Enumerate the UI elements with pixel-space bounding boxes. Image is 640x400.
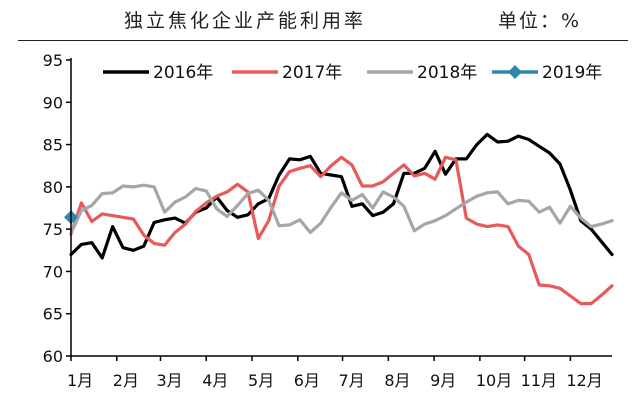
legend-label: 2016年: [153, 63, 213, 83]
chart-title: 独立焦化企业产能利用率: [124, 10, 367, 32]
legend-label: 2017年: [282, 63, 342, 83]
header-divider: [18, 40, 628, 41]
legend-label: 2018年: [417, 63, 477, 83]
x-tick-label: 11月: [521, 371, 557, 390]
legend-item: 2017年: [232, 63, 342, 83]
series-line: [69, 155, 614, 306]
series-line: [69, 183, 614, 235]
series-2018年: [69, 183, 614, 235]
y-tick-label: 95: [43, 51, 63, 70]
x-tick-label: 6月: [294, 371, 320, 390]
legend-item: 2018年: [367, 63, 477, 83]
x-tick-label: 7月: [339, 371, 365, 390]
legend: 2016年 2017年 2018年 2019年: [103, 63, 602, 83]
y-tick-label: 70: [43, 262, 63, 281]
x-tick-label: 5月: [248, 371, 274, 390]
x-tick-label: 10月: [476, 371, 512, 390]
y-tick-label: 80: [43, 178, 63, 197]
x-tick-label: 9月: [430, 371, 456, 390]
x-tick-label: 2月: [113, 371, 139, 390]
y-tick-label: 90: [43, 93, 63, 112]
unit-label: 单位：%: [498, 10, 582, 32]
y-tick-label: 85: [43, 136, 63, 155]
y-tick-label: 75: [43, 220, 63, 239]
x-tick-label: 8月: [384, 371, 410, 390]
x-tick-label: 4月: [202, 371, 228, 390]
x-tick-label: 3月: [156, 371, 182, 390]
x-tick-label: 1月: [67, 371, 93, 390]
axes: 60 65 70 75 80 85 90 95 1月 2月 3月 4月 5月 6月 7月 8月 9月 10月 11月…: [43, 51, 612, 390]
legend-item: 2016年: [103, 63, 213, 83]
series-line: [69, 132, 614, 260]
legend-marker: [508, 65, 522, 79]
y-tick-label: 65: [43, 305, 63, 324]
legend-label: 2019年: [542, 63, 602, 83]
y-tick-label: 60: [43, 347, 63, 366]
x-tick-label: 12月: [566, 371, 602, 390]
series-layer: [64, 132, 614, 306]
series-2017年: [69, 155, 614, 306]
legend-item: 2019年: [492, 63, 602, 83]
series-2016年: [69, 132, 614, 260]
